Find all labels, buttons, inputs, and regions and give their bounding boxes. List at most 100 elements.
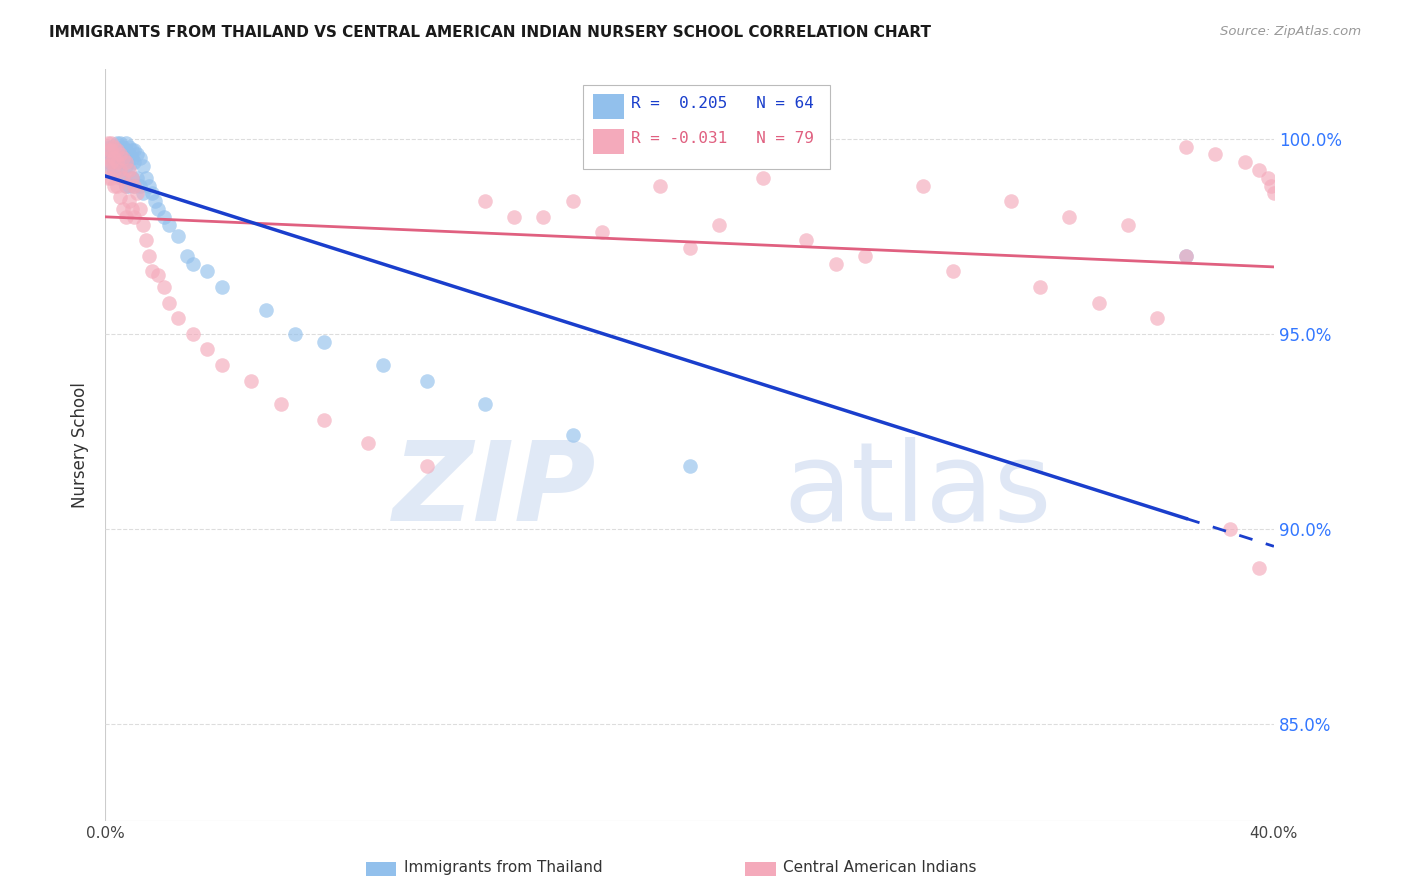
Text: R = -0.031   N = 79: R = -0.031 N = 79 [631,131,814,146]
Point [591,226,613,240]
Point [124,178,146,193]
Point [824,256,846,270]
Point [103,151,125,165]
Point [127,147,149,161]
Point [1000,194,1022,209]
Point [707,218,730,232]
Point [103,163,125,178]
Point [167,229,190,244]
Point [103,139,125,153]
Point [97,147,120,161]
Point [117,163,139,178]
Point [121,202,143,216]
Point [100,155,122,169]
Text: Central American Indians: Central American Indians [783,860,977,874]
Point [97,144,120,158]
Point [100,151,122,165]
Point [357,436,380,450]
Point [114,178,136,193]
Point [108,163,131,178]
Point [415,459,437,474]
Point [111,147,134,161]
Point [135,233,157,247]
Text: Source: ZipAtlas.com: Source: ZipAtlas.com [1220,25,1361,38]
Point [97,139,120,153]
Point [146,202,169,216]
Point [117,139,139,153]
Point [114,210,136,224]
Point [1263,186,1285,201]
Point [105,155,128,169]
Point [100,144,122,158]
Point [941,264,963,278]
Point [132,186,155,201]
Text: R =  0.205   N = 64: R = 0.205 N = 64 [631,96,814,112]
Point [1175,249,1198,263]
Point [678,241,700,255]
Point [114,144,136,158]
Point [167,311,190,326]
Point [314,334,336,349]
Point [121,151,143,165]
Point [561,428,583,442]
Point [97,170,120,185]
Point [1116,218,1139,232]
Point [114,178,136,193]
Point [314,412,336,426]
Point [105,144,128,158]
Point [561,194,583,209]
Point [111,170,134,185]
Point [114,155,136,169]
Point [474,397,496,411]
Point [105,163,128,178]
Point [650,178,672,193]
Point [132,218,155,232]
Point [1175,139,1198,153]
Point [105,151,128,165]
Point [146,268,169,283]
Point [474,194,496,209]
Point [135,170,157,185]
Point [117,147,139,161]
Point [751,170,773,185]
Point [124,210,146,224]
Point [853,249,876,263]
Point [1059,210,1081,224]
Point [108,190,131,204]
Point [97,155,120,169]
Point [103,178,125,193]
Point [114,136,136,150]
Point [100,170,122,185]
Point [1257,170,1279,185]
Point [371,358,394,372]
Point [415,374,437,388]
Point [240,374,263,388]
Point [103,144,125,158]
Point [138,178,160,193]
Point [912,178,935,193]
Point [159,295,181,310]
Point [103,151,125,165]
Point [533,210,555,224]
Point [108,136,131,150]
Point [1175,249,1198,263]
Point [197,343,219,357]
Point [1219,522,1241,536]
Point [1233,155,1256,169]
Point [97,151,120,165]
Point [127,186,149,201]
Point [152,280,174,294]
Point [129,178,152,193]
Point [100,144,122,158]
Point [121,170,143,185]
Point [97,136,120,150]
Point [108,144,131,158]
Point [141,186,163,201]
Text: IMMIGRANTS FROM THAILAND VS CENTRAL AMERICAN INDIAN NURSERY SCHOOL CORRELATION C: IMMIGRANTS FROM THAILAND VS CENTRAL AMER… [49,25,931,40]
Point [143,194,166,209]
Point [108,170,131,185]
Point [176,249,198,263]
Point [111,151,134,165]
Point [1249,561,1271,575]
Point [108,151,131,165]
